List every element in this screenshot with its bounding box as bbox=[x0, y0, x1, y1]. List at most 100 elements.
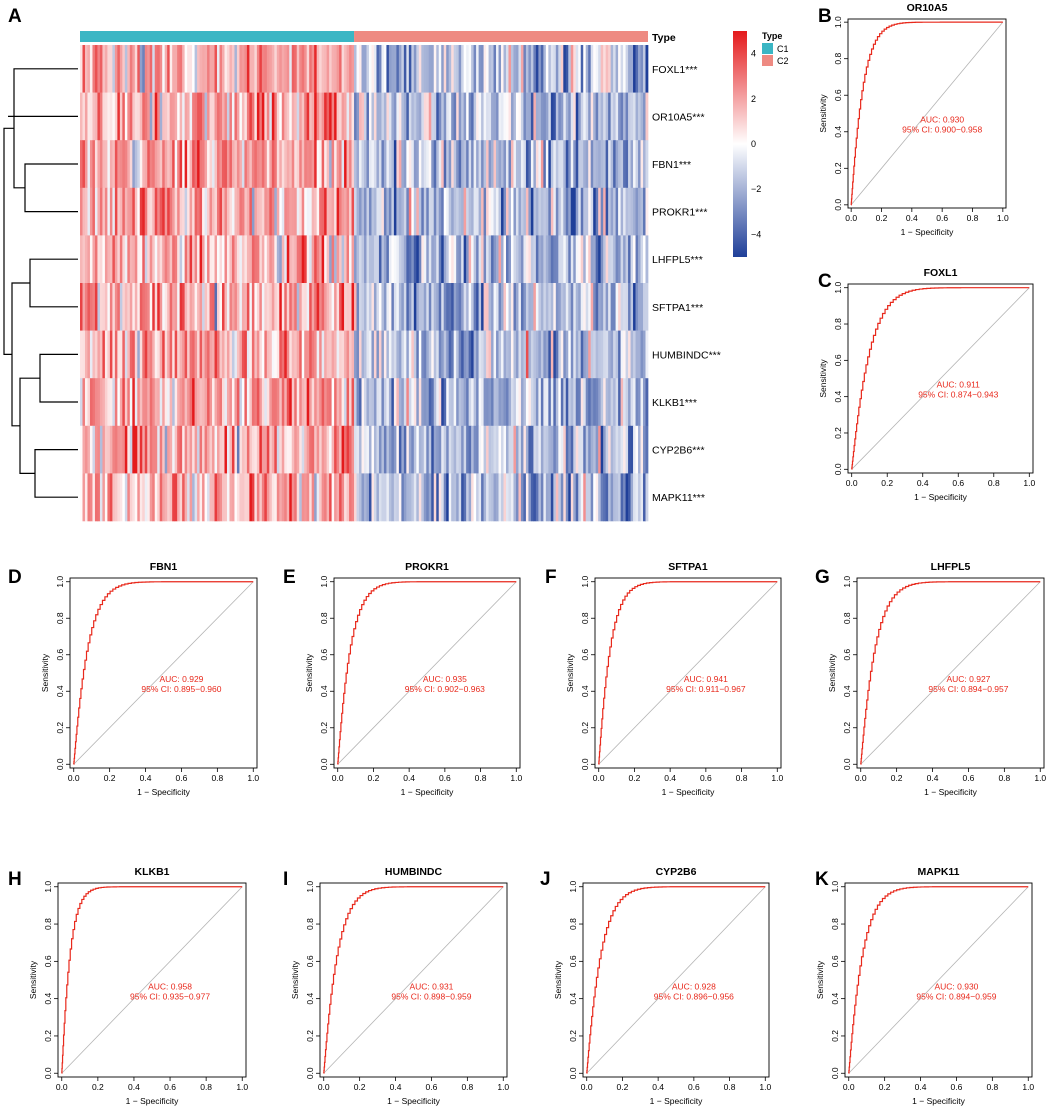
heatmap-panel: ATypeFOXL1***OR10A5***FBN1***PROKR1***LH… bbox=[3, 6, 789, 522]
heatmap-cell bbox=[194, 235, 198, 284]
heatmap-cell bbox=[381, 92, 385, 141]
heatmap-cell bbox=[448, 283, 452, 331]
heatmap-cells bbox=[80, 45, 649, 522]
heatmap-cell bbox=[331, 45, 335, 93]
x-tick-label: 0.8 bbox=[988, 478, 1000, 488]
heatmap-cell bbox=[329, 92, 332, 141]
heatmap-cell bbox=[329, 45, 332, 93]
heatmap-cell bbox=[236, 378, 240, 427]
heatmap-cell bbox=[244, 473, 248, 522]
heatmap-cell bbox=[359, 473, 362, 522]
heatmap-cell bbox=[496, 235, 499, 284]
y-tick-label: 0.2 bbox=[568, 1030, 578, 1042]
x-tick-label: 0.8 bbox=[998, 773, 1010, 783]
heatmap-cell bbox=[274, 140, 278, 189]
heatmap-cell bbox=[286, 92, 290, 141]
heatmap-cell bbox=[152, 92, 156, 141]
heatmap-cell bbox=[388, 140, 392, 189]
heatmap-cell bbox=[269, 330, 273, 379]
heatmap-cell bbox=[493, 235, 497, 284]
heatmap-cell bbox=[177, 140, 180, 189]
y-tick-label: 0.4 bbox=[55, 685, 65, 697]
heatmap-cell bbox=[568, 187, 572, 236]
heatmap-cell bbox=[142, 473, 146, 522]
x-axis-label: 1 − Specificity bbox=[137, 787, 190, 797]
heatmap-cell bbox=[583, 378, 587, 427]
heatmap-cell bbox=[468, 425, 472, 474]
y-tick-label: 0.6 bbox=[842, 649, 852, 661]
x-axis-label: 1 − Specificity bbox=[126, 1096, 179, 1106]
heatmap-cell bbox=[488, 425, 492, 474]
heatmap-cell bbox=[498, 425, 502, 474]
heatmap-cell bbox=[570, 283, 574, 331]
heatmap-cell bbox=[373, 187, 377, 236]
heatmap-cell bbox=[538, 473, 542, 522]
heatmap-cell bbox=[184, 45, 188, 93]
heatmap-cell bbox=[122, 283, 126, 331]
heatmap-cell bbox=[523, 473, 527, 522]
heatmap-cell bbox=[316, 378, 320, 427]
y-tick-label: 0.8 bbox=[833, 318, 843, 330]
heatmap-cell bbox=[107, 140, 111, 189]
heatmap-cell bbox=[638, 283, 641, 331]
heatmap-cell bbox=[197, 378, 200, 427]
x-axis-label: 1 − Specificity bbox=[901, 227, 954, 237]
x-tick-label: 0.6 bbox=[176, 773, 188, 783]
heatmap-cell bbox=[503, 187, 507, 236]
heatmap-cell bbox=[570, 235, 574, 284]
heatmap-cell bbox=[152, 473, 156, 522]
heatmap-cell bbox=[518, 140, 522, 189]
heatmap-cell bbox=[179, 425, 183, 474]
y-tick-label: 0.2 bbox=[319, 722, 329, 734]
heatmap-cell bbox=[545, 425, 549, 474]
heatmap-cell bbox=[508, 425, 512, 474]
heatmap-cell bbox=[316, 425, 320, 474]
x-tick-label: 0.4 bbox=[403, 773, 415, 783]
heatmap-cell bbox=[543, 235, 547, 284]
heatmap-cell bbox=[640, 45, 644, 93]
y-tick-label: 1.0 bbox=[833, 16, 843, 28]
heatmap-cell bbox=[398, 92, 402, 141]
heatmap-cell bbox=[354, 235, 357, 284]
heatmap-cell bbox=[187, 378, 190, 427]
heatmap-cell bbox=[633, 92, 636, 141]
heatmap-cell bbox=[284, 473, 288, 522]
heatmap-cell bbox=[463, 283, 467, 331]
heatmap-cell bbox=[339, 235, 342, 284]
heatmap-cell bbox=[184, 187, 188, 236]
heatmap-cell bbox=[281, 283, 285, 331]
heatmap-cell bbox=[386, 330, 390, 379]
heatmap-cell bbox=[478, 187, 482, 236]
heatmap-cell bbox=[92, 140, 96, 189]
heatmap-cell bbox=[214, 330, 218, 379]
heatmap-cell bbox=[538, 283, 542, 331]
heatmap-cell bbox=[132, 283, 136, 331]
heatmap-cell bbox=[241, 283, 245, 331]
heatmap-cell bbox=[202, 378, 205, 427]
heatmap-cell bbox=[187, 330, 190, 379]
heatmap-cell bbox=[311, 45, 315, 93]
heatmap-cell bbox=[428, 283, 432, 331]
heatmap-cell bbox=[438, 45, 442, 93]
heatmap-cell bbox=[563, 45, 567, 93]
heatmap-cell bbox=[520, 187, 524, 236]
heatmap-cell bbox=[408, 235, 412, 284]
heatmap-cell bbox=[436, 235, 440, 284]
heatmap-cell bbox=[491, 425, 494, 474]
heatmap-cell bbox=[187, 425, 190, 474]
heatmap-cell bbox=[299, 92, 303, 141]
heatmap-cell bbox=[139, 187, 143, 236]
heatmap-cell bbox=[172, 187, 176, 236]
heatmap-cell bbox=[157, 473, 161, 522]
heatmap-cell bbox=[244, 283, 248, 331]
heatmap-cell bbox=[378, 425, 382, 474]
heatmap-cell bbox=[418, 283, 422, 331]
heatmap-cell bbox=[162, 378, 166, 427]
heatmap-cell bbox=[575, 235, 579, 284]
heatmap-cell bbox=[438, 378, 442, 427]
heatmap-cell bbox=[154, 378, 158, 427]
heatmap-cell bbox=[598, 140, 602, 189]
heatmap-cell bbox=[159, 45, 163, 93]
y-tick-label: 0.6 bbox=[55, 649, 65, 661]
heatmap-cell bbox=[633, 283, 636, 331]
